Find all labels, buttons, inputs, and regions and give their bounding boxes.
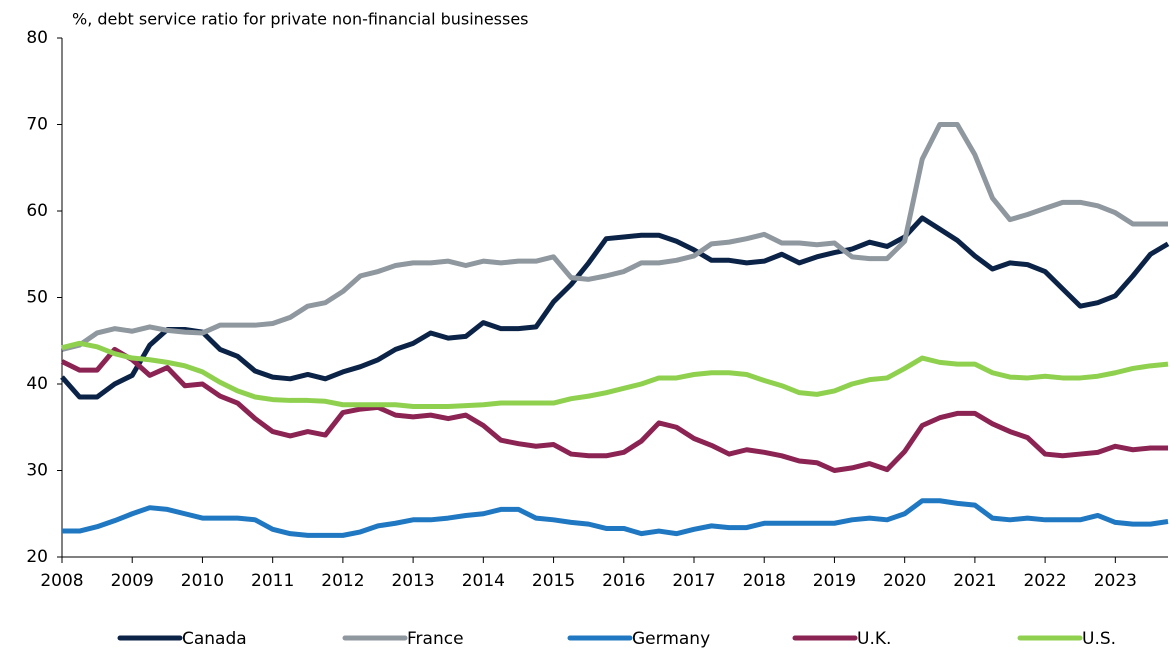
y-tick-label: 50: [26, 288, 48, 308]
y-tick-label: 80: [26, 28, 48, 48]
y-tick-label: 60: [26, 201, 48, 221]
x-tick-label: 2022: [1023, 571, 1066, 591]
legend-label: Germany: [632, 629, 710, 649]
x-tick-label: 2021: [953, 571, 996, 591]
x-tick-label: 2023: [1094, 571, 1137, 591]
x-tick-label: 2014: [462, 571, 505, 591]
x-tick-label: 2020: [883, 571, 926, 591]
x-tick-label: 2013: [391, 571, 434, 591]
series-line: [61, 340, 1169, 409]
x-tick-label: 2011: [251, 571, 294, 591]
x-tick-label: 2018: [743, 571, 786, 591]
x-tick-label: 2009: [111, 571, 154, 591]
series-line: [62, 498, 1169, 538]
series-line: [61, 122, 1168, 352]
x-tick-label: 2019: [813, 571, 856, 591]
x-tick-label: 2010: [181, 571, 224, 591]
x-tick-label: 2015: [532, 571, 575, 591]
chart-subtitle: %, debt service ratio for private non-fi…: [72, 10, 529, 29]
legend-label: U.K.: [857, 629, 891, 649]
x-tick-label: 2017: [672, 571, 715, 591]
x-tick-label: 2012: [321, 571, 364, 591]
y-tick-label: 70: [26, 115, 48, 135]
y-tick-label: 40: [26, 374, 48, 394]
legend-label: Canada: [182, 629, 247, 649]
x-tick-label: 2016: [602, 571, 645, 591]
series-line: [60, 346, 1168, 473]
legend-label: France: [407, 629, 464, 649]
y-tick-label: 30: [26, 461, 48, 481]
legend-label: U.S.: [1082, 629, 1116, 649]
series-line: [60, 215, 1170, 400]
x-tick-label: 2008: [40, 571, 83, 591]
y-tick-label: 20: [26, 547, 48, 567]
